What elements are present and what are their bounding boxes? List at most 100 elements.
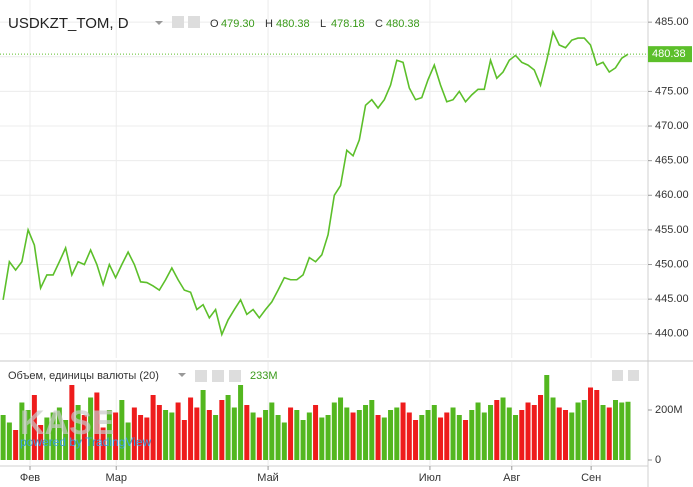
volume-bar <box>431 405 437 460</box>
symbol-title: USDKZT_TOM, D <box>8 15 129 32</box>
volume-bar <box>188 397 194 460</box>
volume-bar <box>519 410 525 460</box>
y-tick-label: 450.00 <box>655 258 689 270</box>
volume-bar <box>475 402 481 460</box>
volume-bar <box>613 400 619 460</box>
dropdown-icon[interactable] <box>155 21 163 25</box>
volume-bar <box>144 417 150 460</box>
volume-bar <box>531 405 537 460</box>
volume-bar <box>488 405 494 460</box>
volume-bar <box>463 420 469 460</box>
volume-bar <box>213 415 219 460</box>
volume-bar <box>563 410 569 460</box>
volume-bar <box>6 422 12 460</box>
last-price-box <box>648 46 692 63</box>
icon[interactable] <box>612 370 623 381</box>
volume-bar <box>256 417 262 460</box>
y-tick-label: 445.00 <box>655 293 689 305</box>
volume-bar <box>538 395 544 460</box>
y-tick-label: 455.00 <box>655 224 689 236</box>
icon[interactable] <box>172 16 184 28</box>
icon[interactable] <box>195 370 207 382</box>
volume-bar <box>413 420 419 460</box>
volume-bar <box>275 415 281 460</box>
ohlc-key: O <box>210 18 219 30</box>
icon[interactable] <box>628 370 639 381</box>
icon[interactable] <box>212 370 224 382</box>
volume-bar <box>44 417 50 460</box>
volume-bar <box>125 422 131 460</box>
volume-bar <box>269 402 275 460</box>
y-tick-label: 460.00 <box>655 189 689 201</box>
volume-bar <box>544 375 550 460</box>
y-tick-label: 485.00 <box>655 16 689 28</box>
marks: Фев Мар Май Июл Авг Сен 440.00 445.00 450.00 455.… <box>0 16 692 484</box>
volume-bar <box>425 410 431 460</box>
volume-bar <box>94 392 100 460</box>
volume-bar <box>231 407 237 460</box>
volume-bar <box>288 407 294 460</box>
volume-bar <box>369 400 375 460</box>
volume-bar <box>513 415 519 460</box>
x-tick-label: Сен <box>581 472 601 484</box>
volume-bar <box>331 402 337 460</box>
volume-bar <box>263 410 269 460</box>
ohlc-value: 478.18 <box>331 18 365 30</box>
volume-bar <box>406 412 412 460</box>
y-tick-label: 0 <box>655 454 661 466</box>
ohlc-key: L <box>320 18 326 30</box>
y-tick-label: 465.00 <box>655 155 689 167</box>
volume-bar <box>181 420 187 460</box>
ohlc-value: 480.38 <box>386 18 420 30</box>
volume-bar <box>0 415 6 460</box>
dropdown-icon[interactable] <box>178 373 186 377</box>
volume-bar <box>588 387 594 460</box>
volume-bar <box>169 412 175 460</box>
icon[interactable] <box>188 16 200 28</box>
volume-bar <box>81 415 87 460</box>
volume-bar <box>494 400 500 460</box>
icon[interactable] <box>229 370 241 382</box>
volume-bar <box>625 401 631 460</box>
x-tick-label: Авг <box>503 472 520 484</box>
volume-bar <box>225 395 231 460</box>
volume-title: Объем, единицы валюты (20) <box>8 370 159 382</box>
volume-bar <box>469 410 475 460</box>
volume-bar <box>450 407 456 460</box>
ohlc: O 479.30 H 480.38 L 478.18 C 480.38 <box>210 18 420 30</box>
volume-bar <box>550 397 556 460</box>
volume-bar <box>88 397 94 460</box>
y-tick-label: 470.00 <box>655 120 689 132</box>
volume-bar <box>319 417 325 460</box>
price-line <box>2 29 629 337</box>
volume-bar <box>363 405 369 460</box>
volume-bar <box>50 412 56 460</box>
volume-bar <box>438 417 444 460</box>
volume-current: 233M <box>250 370 278 382</box>
volume-bar <box>238 385 244 460</box>
volume-bar <box>250 412 256 460</box>
volume-bar <box>294 410 300 460</box>
volume-bar <box>131 407 137 460</box>
ohlc-value: 480.38 <box>276 18 310 30</box>
volume-bar <box>375 415 381 460</box>
y-tick-label: 475.00 <box>655 85 689 97</box>
x-tick-label: Мар <box>105 472 127 484</box>
volume-bar <box>19 402 25 460</box>
volume-bar <box>200 390 206 460</box>
y-tick-label: 440.00 <box>655 328 689 340</box>
volume-bar <box>106 410 112 460</box>
volume-bar <box>388 410 394 460</box>
volume-bar <box>444 412 450 460</box>
volume-bar <box>306 412 312 460</box>
volume-bar <box>156 405 162 460</box>
volume-bar <box>113 412 119 460</box>
volume-bar <box>394 407 400 460</box>
volume-bar <box>456 415 462 460</box>
volume-bar <box>150 395 156 460</box>
ohlc-value: 479.30 <box>221 18 255 30</box>
volume-bar <box>300 420 306 460</box>
volume-bar <box>500 397 506 460</box>
volume-bar <box>206 410 212 460</box>
